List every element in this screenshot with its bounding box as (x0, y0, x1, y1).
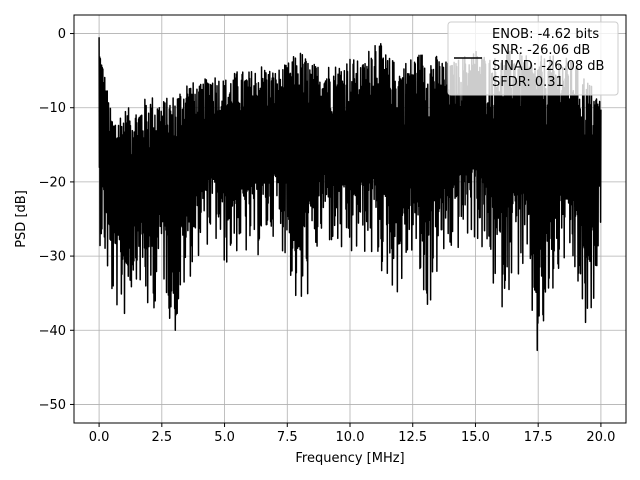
x-tick-label: 20.0 (586, 430, 615, 445)
legend-sinad: SINAD: -26.08 dB (492, 59, 604, 74)
x-tick-label: 17.5 (524, 430, 553, 445)
x-tick-label: 5.0 (214, 430, 235, 445)
y-tick-label: −10 (39, 101, 66, 116)
legend-snr: SNR: -26.06 dB (492, 43, 590, 58)
x-tick-label: 7.5 (277, 430, 298, 445)
x-tick-label: 12.5 (398, 430, 427, 445)
x-tick-label: 2.5 (151, 430, 172, 445)
psd-series-line (98, 37, 602, 352)
y-tick-label: −50 (39, 398, 66, 413)
x-tick-label: 10.0 (336, 430, 365, 445)
legend: ENOB: -4.62 bits SNR: -26.06 dB SINAD: -… (447, 21, 619, 96)
series-layer (98, 37, 602, 352)
x-axis-label: Frequency [MHz] (295, 451, 404, 466)
y-axis-label: PSD [dB] (14, 190, 29, 248)
legend-enob: ENOB: -4.62 bits (492, 27, 599, 42)
y-tick-label: −40 (39, 324, 66, 339)
legend-box (447, 21, 619, 96)
tick-layer: 0.0 2.5 5.0 7.5 10.0 12.5 15.0 17.5 20.0 0 −10 −20 −… (39, 27, 616, 445)
y-tick-label: −30 (39, 250, 66, 265)
y-tick-label: −20 (39, 175, 66, 190)
x-tick-label: 0.0 (89, 430, 110, 445)
x-tick-label: 15.0 (461, 430, 490, 445)
legend-sfdr: SFDR: 0.31 (492, 75, 564, 90)
y-tick-label: 0 (58, 27, 66, 42)
